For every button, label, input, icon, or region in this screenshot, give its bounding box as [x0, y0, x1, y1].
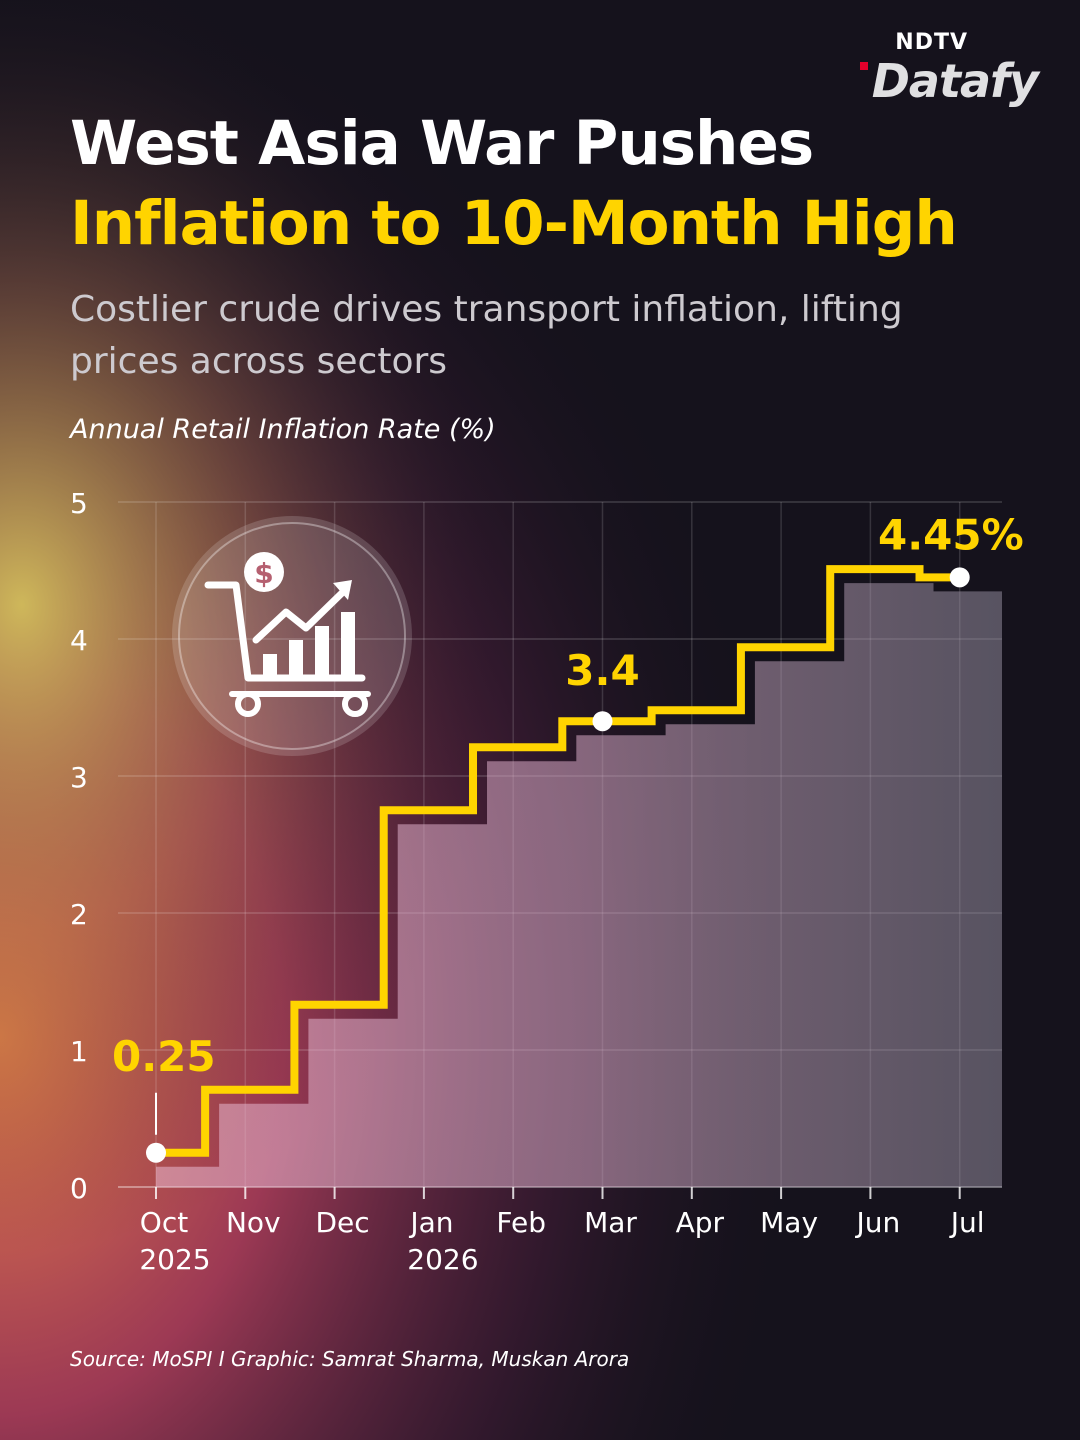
x-tick-label: Jul	[949, 1206, 985, 1239]
data-label: 4.45%	[878, 510, 1024, 559]
x-tick-label: Mar	[584, 1206, 637, 1239]
y-tick-label: 4	[70, 624, 88, 657]
brand-bottom: Datafy	[871, 54, 1039, 108]
y-tick-label: 5	[70, 487, 88, 520]
data-label: 0.25	[112, 1032, 216, 1081]
y-tick-label: 2	[70, 898, 88, 931]
x-tick-label: Oct	[140, 1206, 188, 1239]
x-year-label: 2026	[407, 1243, 478, 1276]
x-tick-label: Nov	[226, 1206, 281, 1239]
chart-title-line1: West Asia War Pushes	[70, 108, 814, 179]
y-tick-label: 3	[70, 761, 88, 794]
x-tick-label: Feb	[496, 1206, 546, 1239]
source-footer: Source: MoSPI I Graphic: Samrat Sharma, …	[70, 1347, 630, 1371]
svg-text:$: $	[254, 557, 273, 590]
data-label: 3.4	[565, 646, 639, 695]
area-fill	[156, 583, 1002, 1187]
x-tick-label: Jun	[855, 1206, 901, 1239]
x-year-label: 2025	[139, 1243, 210, 1276]
x-tick-label: Jan	[408, 1206, 453, 1239]
brand-logo: NDTV Datafy	[859, 30, 1039, 108]
brand-top: NDTV	[895, 30, 968, 55]
y-tick-label: 0	[70, 1172, 88, 1205]
y-tick-label: 1	[70, 1035, 88, 1068]
chart-title-line2: Inflation to 10-Month High	[70, 188, 958, 259]
x-tick-label: May	[760, 1206, 818, 1239]
x-tick-label: Dec	[316, 1206, 370, 1239]
x-tick-label: Apr	[676, 1206, 725, 1239]
y-axis-title: Annual Retail Inflation Rate (%)	[70, 414, 496, 445]
chart-subtitle: Costlier crude drives transport inflatio…	[70, 289, 903, 382]
series-line	[156, 565, 960, 1157]
data-point	[146, 1142, 166, 1163]
brand-dot	[859, 62, 868, 70]
data-point	[592, 711, 613, 732]
shopping-cart-rising-chart-dollar-icon: $	[172, 516, 412, 756]
data-point	[949, 567, 970, 588]
